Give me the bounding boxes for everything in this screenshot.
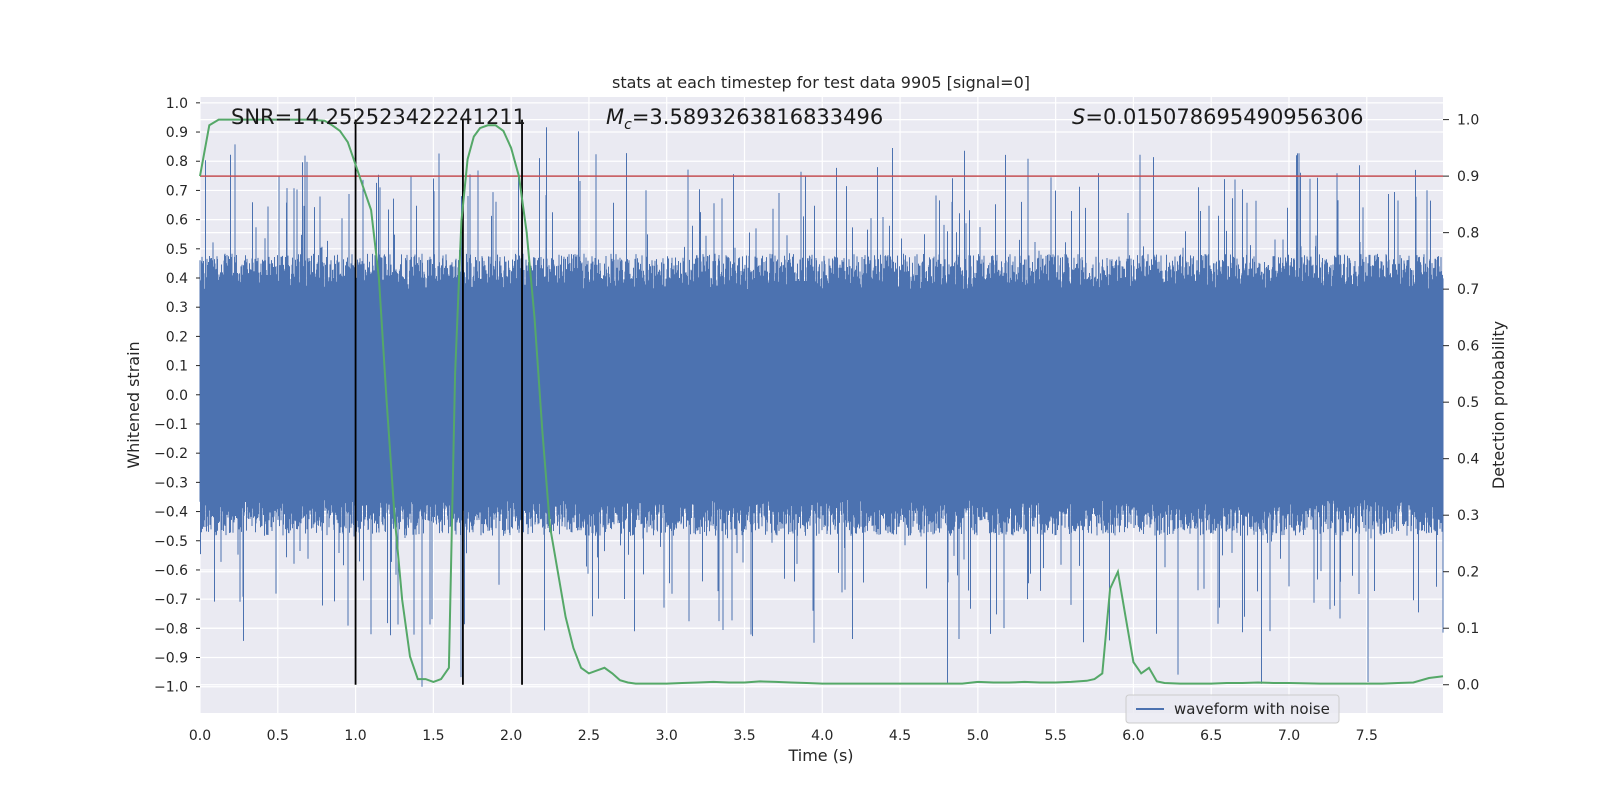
y-left-axis-label: Whitened strain [124,341,143,468]
y-left-tick-label-16: −0.6 [154,563,188,579]
y-left-tick-label-7: 0.3 [166,300,188,316]
y-left-tick-label-9: 0.1 [166,359,188,375]
y-right-tick-label-6: 0.4 [1457,452,1479,468]
x-tick-label-14: 7.0 [1278,728,1300,744]
y-left-tick-label-0: 1.0 [166,96,188,112]
y-right-tick-label-9: 0.1 [1457,621,1479,637]
x-axis-label: Time (s) [787,746,853,765]
x-tick-label-2: 1.0 [344,728,366,744]
y-right-tick-label-0: 1.0 [1457,113,1479,129]
mc-value: =3.5893263816833496 [632,105,883,129]
y-right-tick-label-10: 0.0 [1457,678,1479,694]
legend-label: waveform with noise [1174,700,1330,718]
y-left-tick-label-13: −0.3 [154,475,188,491]
y-right-tick-label-1: 0.9 [1457,169,1479,185]
detection-probability-line [199,118,1444,685]
x-tick-label-13: 6.5 [1200,728,1222,744]
y-left-tick-label-12: −0.2 [154,446,188,462]
y-left-tick-label-17: −0.7 [154,592,188,608]
x-tick-label-1: 0.5 [267,728,289,744]
y-left-tick-label-3: 0.7 [166,183,188,199]
chart-title: stats at each timestep for test data 990… [612,73,1030,92]
mc-subscript: c [624,117,632,133]
x-tick-label-6: 3.0 [656,728,678,744]
x-tick-label-10: 5.0 [967,728,989,744]
y-right-tick-label-5: 0.5 [1457,395,1479,411]
y-right-axis-ticks: 1.0 0.9 0.8 0.7 0.6 0.5 0.4 0.3 0.2 0.1 0.0 [1443,113,1479,694]
y-left-tick-label-1: 0.9 [166,125,188,141]
x-tick-label-3: 1.5 [422,728,444,744]
x-tick-label-15: 7.5 [1356,728,1378,744]
y-right-tick-label-4: 0.6 [1457,339,1479,355]
s-symbol: S [1072,105,1085,129]
mc-symbol: M [606,105,624,129]
y-left-tick-label-19: −0.9 [154,651,188,667]
s-value: =0.015078695490956306 [1085,105,1363,129]
x-tick-label-11: 5.5 [1044,728,1066,744]
y-right-tick-label-2: 0.8 [1457,226,1479,242]
x-tick-label-5: 2.5 [578,728,600,744]
y-left-tick-label-14: −0.4 [154,505,188,521]
x-axis-ticks: 0.0 0.5 1.0 1.5 2.0 2.5 3.0 3.5 4.0 4.5 5.0 5.5 6.0 6… [189,728,1378,744]
y-right-tick-label-3: 0.7 [1457,282,1479,298]
y-left-tick-label-6: 0.4 [166,271,188,287]
snr-annotation: SNR=14.252523422241211 [231,105,526,129]
x-tick-label-4: 2.0 [500,728,522,744]
y-left-tick-label-18: −0.8 [154,621,188,637]
y-left-tick-label-4: 0.6 [166,213,188,229]
x-tick-label-9: 4.5 [889,728,911,744]
y-left-tick-label-5: 0.5 [166,242,188,258]
x-tick-label-0: 0.0 [189,728,211,744]
y-left-tick-label-8: 0.2 [166,329,188,345]
legend: waveform with noise [1125,694,1340,724]
y-left-tick-label-10: 0.0 [166,388,188,404]
y-right-tick-label-8: 0.2 [1457,565,1479,581]
waveform-with-noise-series [199,127,1444,687]
s-annotation: S=0.015078695490956306 [1072,105,1363,129]
y-left-tick-label-15: −0.5 [154,534,188,550]
y-right-tick-label-7: 0.3 [1457,508,1479,524]
y-left-axis-ticks: 1.0 0.9 0.8 0.7 0.6 0.5 0.4 0.3 0.2 0.1 0.0 −0.1 −0.… [154,96,200,696]
y-left-tick-label-2: 0.8 [166,154,188,170]
y-left-tick-label-20: −1.0 [154,680,188,696]
y-left-tick-label-11: −0.1 [154,417,188,433]
x-tick-label-8: 4.0 [811,728,833,744]
y-right-axis-label: Detection probability [1489,321,1508,489]
waveform-noise-path [199,127,1444,687]
legend-box [1125,694,1340,724]
x-tick-label-12: 6.0 [1122,728,1144,744]
x-tick-label-7: 3.5 [733,728,755,744]
chirp-mass-annotation: Mc=3.5893263816833496 [606,105,883,133]
